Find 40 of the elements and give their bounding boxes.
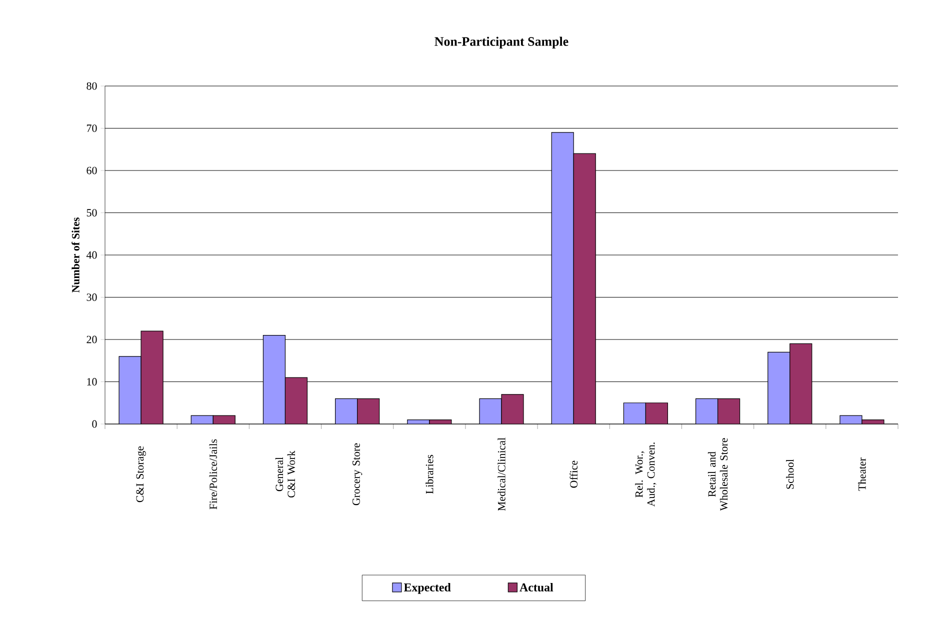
bar [768,352,790,424]
y-tick-label: 20 [86,336,97,344]
y-tick-label: 10 [87,378,97,386]
x-tick-label: Office [570,460,578,488]
y-tick-label: 30 [86,294,97,301]
x-tick-label: Medical/Clinical [498,438,506,511]
x-tick-label: C&I Storage [136,446,146,502]
x-tick-label: Theater [858,458,866,491]
legend-label: Actual [520,583,554,592]
bar [335,398,358,424]
bar [573,153,596,424]
bar [357,398,380,424]
x-tick-label: Grocery Store [352,443,362,506]
x-tick-label: School [786,459,794,489]
y-tick-label: 40 [86,251,97,259]
x-tick-label: Retail and Wholesale Store [708,438,728,511]
bar [790,343,812,424]
bar [479,398,502,424]
x-tick-label: General C&I Work [275,450,296,498]
chart-title: Non-Participant Sample [434,36,568,48]
y-tick-label: 70 [86,124,97,132]
y-tick-label: 80 [86,82,97,90]
bar [551,132,574,424]
y-tick-label: 0 [92,420,97,428]
bar [695,398,718,424]
bar [284,377,308,424]
x-tick-label: Rel. Wor., Aud., Conven. [635,442,656,507]
x-tick-label: Fire/Police/Jails [209,439,217,510]
bar [501,394,524,424]
bar [118,356,142,424]
y-tick-label: 50 [86,209,97,216]
bar [140,330,164,424]
y-axis-title: Number of Sites [72,218,80,293]
x-tick-label: Libraries [426,454,434,494]
bar [717,398,740,424]
bar [623,402,646,424]
legend-label: Expected [404,583,451,594]
y-tick-label: 60 [86,166,97,174]
bar [262,334,286,424]
bar [645,402,668,424]
